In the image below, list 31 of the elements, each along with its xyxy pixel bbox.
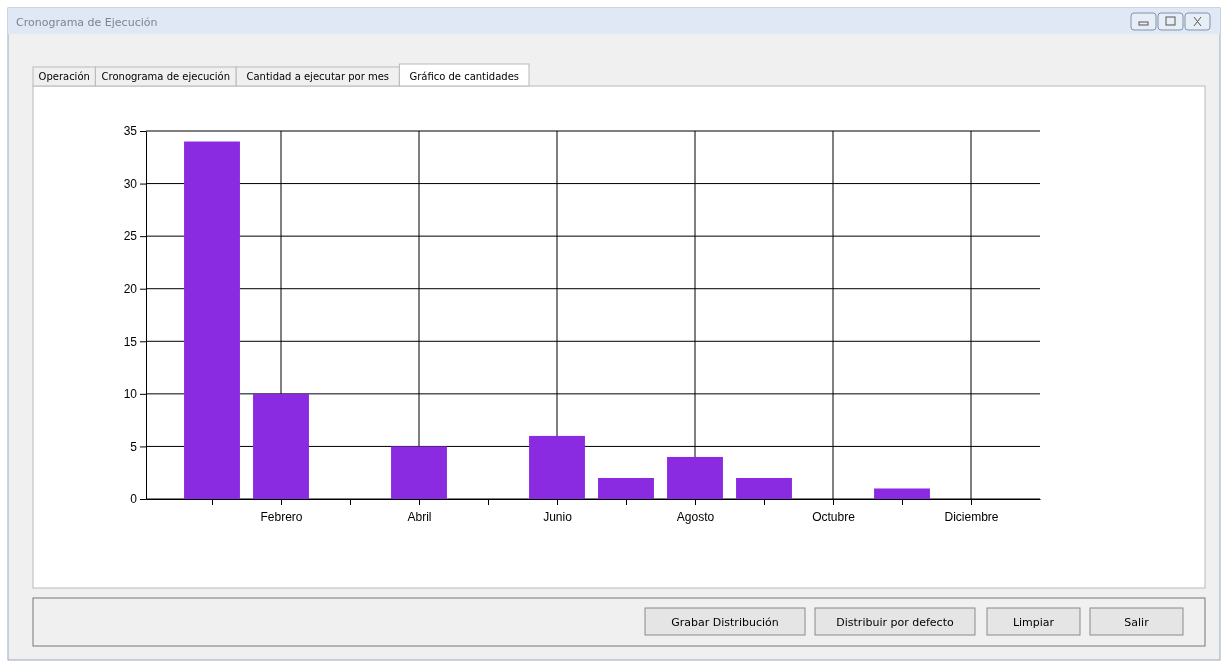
x-tick-label: Febrero bbox=[260, 510, 303, 525]
x-tick-label: Agosto bbox=[676, 510, 715, 525]
bar bbox=[598, 477, 654, 499]
bar bbox=[874, 488, 930, 499]
bar bbox=[736, 477, 792, 499]
y-tick-label: 20 bbox=[123, 282, 138, 297]
text: Cantidad a ejecutar por mes bbox=[246, 71, 390, 82]
y-tick-label: 35 bbox=[123, 124, 138, 139]
y-tick-label: 10 bbox=[123, 387, 138, 402]
text: Distribuir por defecto bbox=[836, 616, 954, 629]
text: Cronograma de ejecución bbox=[101, 71, 231, 82]
bar bbox=[391, 446, 447, 499]
text: Grabar Distribución bbox=[671, 616, 779, 629]
text: Limpiar bbox=[1012, 616, 1055, 629]
x-tick-label: Diciembre bbox=[944, 510, 999, 525]
text: Salir bbox=[1124, 616, 1150, 629]
x-tick-label: Junio bbox=[543, 510, 573, 525]
y-tick-label: 5 bbox=[130, 439, 138, 454]
text: Operación bbox=[38, 71, 90, 82]
bar bbox=[253, 393, 309, 499]
bar bbox=[667, 456, 723, 499]
y-tick-label: 30 bbox=[123, 176, 138, 191]
bar bbox=[529, 435, 585, 499]
y-tick-label: 25 bbox=[123, 229, 138, 244]
x-tick-label: Abril bbox=[407, 510, 432, 525]
chart-title: Cronograma de Ejecución bbox=[16, 16, 158, 29]
y-tick-label: 0 bbox=[130, 492, 138, 507]
text: Gráfico de cantidades bbox=[409, 71, 519, 82]
bar bbox=[184, 141, 240, 499]
y-tick-label: 15 bbox=[123, 334, 138, 349]
x-tick-label: Octubre bbox=[812, 510, 856, 525]
